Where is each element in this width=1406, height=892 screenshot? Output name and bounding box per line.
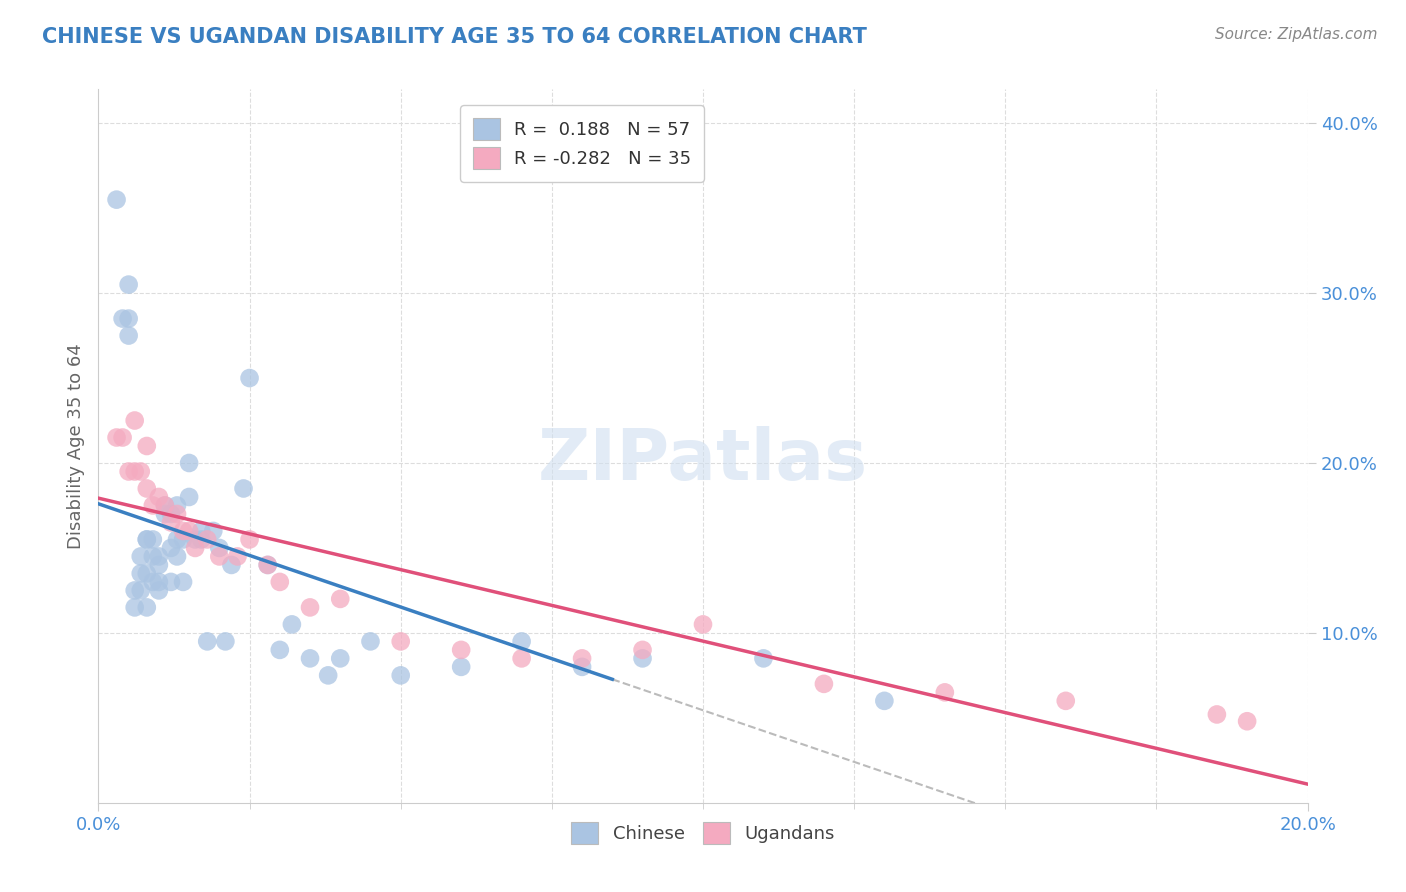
Point: [166, 499, 188, 513]
Text: Source: ZipAtlas.com: Source: ZipAtlas.com: [1215, 27, 1378, 42]
Point: [208, 549, 231, 564]
Point: [124, 465, 146, 479]
Point: [135, 482, 157, 496]
Point: [148, 549, 170, 564]
Point: [142, 574, 165, 589]
Point: [195, 634, 218, 648]
Text: CHINESE VS UGANDAN DISABILITY AGE 35 TO 64 CORRELATION CHART: CHINESE VS UGANDAN DISABILITY AGE 35 TO …: [42, 27, 868, 46]
Point: [105, 193, 128, 207]
Point: [179, 456, 201, 470]
Point: [450, 643, 472, 657]
Point: [195, 533, 218, 547]
Point: [571, 660, 593, 674]
Point: [148, 558, 170, 572]
Point: [148, 583, 170, 598]
Point: [153, 499, 176, 513]
Point: [153, 499, 176, 513]
Point: [631, 651, 654, 665]
Point: [190, 533, 212, 547]
Point: [214, 634, 236, 648]
Point: [221, 558, 243, 572]
Y-axis label: Disability Age 35 to 64: Disability Age 35 to 64: [66, 343, 84, 549]
Point: [179, 490, 201, 504]
Point: [135, 566, 157, 581]
Point: [135, 439, 157, 453]
Point: [510, 651, 533, 665]
Point: [299, 651, 322, 665]
Point: [129, 566, 152, 581]
Point: [1236, 714, 1258, 729]
Point: [631, 643, 654, 657]
Point: [160, 516, 183, 530]
Point: [450, 660, 472, 674]
Point: [172, 533, 194, 547]
Point: [299, 600, 322, 615]
Point: [148, 574, 170, 589]
Point: [124, 413, 146, 427]
Point: [135, 600, 157, 615]
Point: [389, 668, 412, 682]
Text: ZIPatlas: ZIPatlas: [538, 425, 868, 495]
Point: [129, 549, 152, 564]
Point: [329, 651, 352, 665]
Point: [202, 524, 225, 538]
Point: [148, 490, 170, 504]
Point: [179, 524, 201, 538]
Point: [142, 499, 165, 513]
Point: [226, 549, 249, 564]
Point: [135, 533, 157, 547]
Point: [1054, 694, 1077, 708]
Point: [166, 533, 188, 547]
Point: [692, 617, 714, 632]
Point: [118, 311, 141, 326]
Point: [160, 541, 183, 555]
Point: [256, 558, 278, 572]
Point: [256, 558, 278, 572]
Point: [129, 583, 152, 598]
Point: [166, 549, 188, 564]
Point: [129, 465, 152, 479]
Point: [269, 643, 291, 657]
Point: [239, 533, 262, 547]
Point: [934, 685, 956, 699]
Point: [124, 583, 146, 598]
Point: [160, 574, 183, 589]
Point: [329, 591, 352, 606]
Legend: Chinese, Ugandans: Chinese, Ugandans: [564, 814, 842, 851]
Point: [281, 617, 304, 632]
Point: [172, 524, 194, 538]
Point: [239, 371, 262, 385]
Point: [142, 533, 165, 547]
Point: [118, 277, 141, 292]
Point: [118, 465, 141, 479]
Point: [105, 430, 128, 444]
Point: [232, 482, 254, 496]
Point: [160, 507, 183, 521]
Point: [135, 533, 157, 547]
Point: [118, 328, 141, 343]
Point: [172, 574, 194, 589]
Point: [208, 541, 231, 555]
Point: [184, 541, 207, 555]
Point: [166, 507, 188, 521]
Point: [571, 651, 593, 665]
Point: [360, 634, 382, 648]
Point: [269, 574, 291, 589]
Point: [184, 533, 207, 547]
Point: [124, 600, 146, 615]
Point: [873, 694, 896, 708]
Point: [153, 507, 176, 521]
Point: [510, 634, 533, 648]
Point: [389, 634, 412, 648]
Point: [190, 524, 212, 538]
Point: [752, 651, 775, 665]
Point: [316, 668, 339, 682]
Point: [1206, 707, 1229, 722]
Point: [142, 549, 165, 564]
Point: [813, 677, 835, 691]
Point: [111, 430, 134, 444]
Point: [111, 311, 134, 326]
